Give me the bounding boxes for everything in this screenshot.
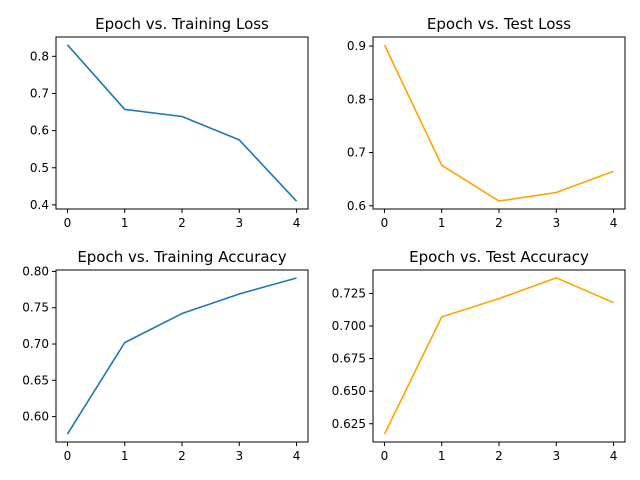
- x-tick-label: 3: [235, 449, 243, 463]
- y-tick-label: 0.5: [30, 161, 49, 175]
- chart-title: Epoch vs. Training Loss: [95, 15, 269, 33]
- x-tick-label: 4: [610, 216, 618, 230]
- chart-title: Epoch vs. Test Accuracy: [409, 248, 589, 266]
- x-tick-label: 1: [121, 216, 129, 230]
- y-tick-label: 0.675: [332, 352, 366, 366]
- x-tick-label: 2: [178, 216, 186, 230]
- x-tick-label: 1: [438, 216, 446, 230]
- y-tick-label: 0.700: [332, 319, 366, 333]
- y-tick-label: 0.6: [30, 124, 49, 138]
- x-tick-label: 1: [438, 449, 446, 463]
- y-tick-label: 0.650: [332, 384, 366, 398]
- x-tick-label: 0: [64, 216, 72, 230]
- x-tick-label: 2: [495, 449, 503, 463]
- y-tick-label: 0.725: [332, 286, 366, 300]
- subplot-test-loss: Epoch vs. Test Loss 0 1 2 3 4 0.6 0.7 0.8 0.9: [347, 15, 626, 230]
- y-tick-label: 0.9: [347, 39, 366, 53]
- chart-title: Epoch vs. Test Loss: [427, 15, 571, 33]
- y-tick-label: 0.625: [332, 417, 366, 431]
- x-tick-label: 2: [495, 216, 503, 230]
- x-tick-label: 4: [293, 216, 301, 230]
- y-tick-label: 0.65: [22, 373, 49, 387]
- x-tick-label: 3: [552, 449, 560, 463]
- series-line: [66, 277, 297, 435]
- subplot-training-accuracy: Epoch vs. Training Accuracy 0 1 2 3 4 0.60 0.6…: [22, 248, 309, 463]
- x-tick-label: 4: [610, 449, 618, 463]
- x-tick-label: 3: [235, 216, 243, 230]
- x-tick-label: 0: [381, 449, 389, 463]
- series-line: [383, 44, 614, 202]
- series-line: [66, 44, 298, 202]
- y-tick-label: 0.8: [347, 92, 366, 106]
- x-tick-label: 4: [293, 449, 301, 463]
- y-tick-label: 0.6: [347, 199, 366, 213]
- x-tick-label: 0: [381, 216, 389, 230]
- y-tick-label: 0.4: [30, 198, 49, 212]
- axes-frame: [372, 269, 626, 443]
- x-tick-label: 0: [64, 449, 72, 463]
- y-tick-label: 0.60: [22, 410, 49, 424]
- y-tick-label: 0.70: [22, 337, 49, 351]
- y-tick-label: 0.8: [30, 49, 49, 63]
- y-tick-label: 0.80: [22, 264, 49, 278]
- subplot-test-accuracy: Epoch vs. Test Accuracy 0 1 2 3 4 0.625 0.650 0…: [332, 248, 626, 463]
- series-line: [383, 277, 614, 435]
- subplot-training-loss: Epoch vs. Training Loss 0 1 2 3 4 0.4 0.5 0.6 0.…: [30, 15, 309, 230]
- x-tick-label: 2: [178, 449, 186, 463]
- x-tick-label: 1: [121, 449, 129, 463]
- y-tick-label: 0.75: [22, 301, 49, 315]
- axes-frame: [55, 36, 309, 210]
- axes-frame: [372, 36, 626, 210]
- chart-title: Epoch vs. Training Accuracy: [77, 248, 286, 266]
- axes-frame: [55, 269, 309, 443]
- y-tick-label: 0.7: [30, 86, 49, 100]
- y-tick-label: 0.7: [347, 146, 366, 160]
- x-tick-label: 3: [552, 216, 560, 230]
